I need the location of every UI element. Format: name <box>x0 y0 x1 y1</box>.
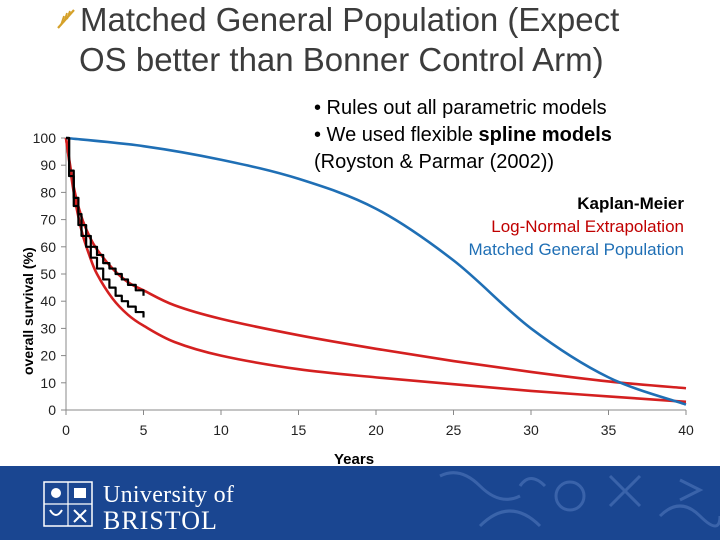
legend-general-population: Matched General Population <box>468 240 684 259</box>
bullet-list: • Rules out all parametric models • We u… <box>314 95 612 176</box>
footer-pattern-icon <box>439 471 720 528</box>
survival-chart: 0 10 20 30 40 50 60 70 80 90 100 0 5 10 15 20 25 30 35 40 <box>33 130 694 438</box>
bullet-2-text: • We used flexible <box>314 124 479 146</box>
series-line-log-normal-extrapolation <box>64 137 687 390</box>
legend-log-normal: Log-Normal Extrapolation <box>491 217 684 236</box>
x-tick-label: 20 <box>368 422 384 438</box>
x-tick-label: 10 <box>213 422 229 438</box>
bullet-3: (Royston & Parmar (2002)) <box>314 151 555 173</box>
x-tick-label: 30 <box>523 422 539 438</box>
y-axis-label: overall survival (%) <box>20 247 36 375</box>
series-line-kaplan-meier <box>66 136 145 318</box>
quill-icon <box>57 9 75 29</box>
y-tick-label: 10 <box>40 375 56 391</box>
y-tick-label: 50 <box>40 266 56 282</box>
legend-kaplan-meier: Kaplan-Meier <box>577 194 684 213</box>
y-tick-label: 90 <box>40 157 56 173</box>
university-crest-icon <box>43 481 93 527</box>
footer-bar: University of BRISTOL <box>0 466 720 540</box>
series-line-kaplan-meier <box>66 136 145 296</box>
series-line-log-normal-extrapolation <box>64 137 687 404</box>
title-line-1: Matched General Population (Expect <box>80 1 620 38</box>
x-tick-label: 25 <box>446 422 462 438</box>
bullet-1: • Rules out all parametric models <box>314 97 607 119</box>
x-tick-label: 35 <box>601 422 617 438</box>
university-name-line-2: BRISTOL <box>103 506 218 535</box>
bullet-2: • We used flexible spline models <box>314 122 612 149</box>
x-tick-label: 0 <box>62 422 70 438</box>
bullet-2-bold: spline models <box>478 124 612 146</box>
slide-title: Matched General Population (Expect OS be… <box>79 0 700 80</box>
chart-series <box>64 136 687 406</box>
chart-legend: Kaplan-Meier Log-Normal Extrapolation Ma… <box>469 192 684 261</box>
x-axis-label: Years <box>334 451 375 468</box>
series-line-matched-general-population <box>65 136 687 406</box>
x-tick-label: 15 <box>291 422 307 438</box>
y-tick-label: 20 <box>40 348 56 364</box>
y-tick-label: 0 <box>48 402 56 418</box>
x-tick-label: 5 <box>140 422 148 438</box>
y-tick-label: 60 <box>40 239 56 255</box>
university-name-line-1: University of <box>103 482 235 508</box>
y-tick-label: 30 <box>40 320 56 336</box>
title-line-2: OS better than Bonner Control Arm) <box>79 41 604 78</box>
chart-axes: 0 10 20 30 40 50 60 70 80 90 100 0 5 10 15 20 25 30 35 40 <box>33 130 694 438</box>
x-tick-label: 40 <box>678 422 694 438</box>
y-tick-label: 70 <box>40 212 56 228</box>
y-tick-label: 80 <box>40 184 56 200</box>
y-tick-label: 100 <box>33 130 57 146</box>
y-tick-label: 40 <box>40 293 56 309</box>
